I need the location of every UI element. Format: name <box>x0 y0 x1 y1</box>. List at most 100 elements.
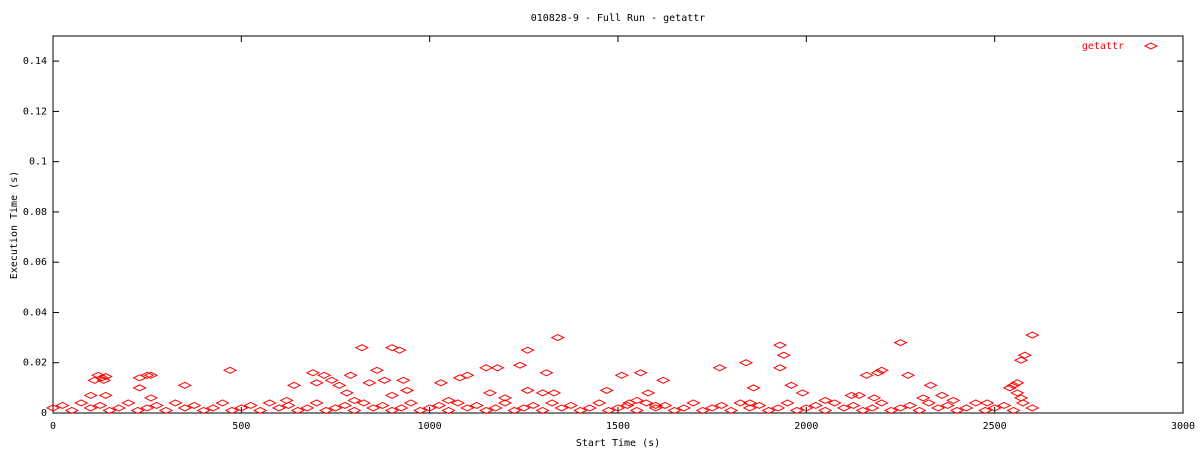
data-point <box>253 406 268 415</box>
x-tick-label: 0 <box>50 421 56 432</box>
data-point <box>149 401 164 410</box>
data-point <box>705 404 720 412</box>
y-tick-label: 0.08 <box>23 207 47 218</box>
x-tick-label: 2000 <box>794 421 818 432</box>
data-point <box>337 401 353 410</box>
data-point <box>433 379 449 387</box>
data-point <box>544 399 560 407</box>
data-point <box>1010 379 1025 387</box>
data-point <box>83 404 98 412</box>
x-tick-label: 1500 <box>606 421 630 432</box>
y-tick-label: 0.06 <box>23 257 47 268</box>
data-point <box>482 389 498 397</box>
data-point <box>582 404 597 412</box>
data-point <box>667 406 682 415</box>
data-point <box>599 386 614 394</box>
data-point <box>874 399 889 407</box>
data-point <box>177 404 192 412</box>
data-point <box>271 404 287 412</box>
data-point <box>1025 331 1040 339</box>
data-point <box>516 404 531 412</box>
data-point <box>262 399 277 407</box>
data-point <box>339 389 354 397</box>
data-point <box>900 371 916 379</box>
data-point <box>865 404 880 412</box>
data-point <box>98 372 113 381</box>
data-point <box>676 404 692 412</box>
data-point <box>656 376 671 384</box>
data-point <box>158 406 174 415</box>
legend-marker <box>1143 42 1159 50</box>
data-point <box>959 404 974 412</box>
data-point <box>526 401 541 410</box>
data-point <box>102 406 117 415</box>
data-point <box>1025 404 1040 412</box>
data-point <box>614 371 629 379</box>
data-point <box>633 369 648 377</box>
data-point <box>399 386 415 394</box>
data-point <box>818 406 833 415</box>
data-point <box>733 399 748 407</box>
data-point <box>300 404 315 412</box>
data-point <box>318 406 334 415</box>
data-point <box>846 401 861 410</box>
data-point <box>799 404 814 412</box>
data-point <box>354 344 369 352</box>
data-point <box>143 394 159 402</box>
data-point <box>111 404 127 412</box>
data-point <box>92 401 108 410</box>
data-point <box>187 401 202 410</box>
data-point <box>714 401 729 410</box>
data-point <box>332 381 347 389</box>
data-point <box>224 406 240 415</box>
data-point <box>1017 351 1032 359</box>
data-point <box>657 401 673 410</box>
data-point <box>520 346 535 354</box>
data-point <box>629 396 644 404</box>
y-tick-label: 0.1 <box>29 157 47 168</box>
data-point <box>946 396 961 404</box>
data-point <box>934 391 950 399</box>
data-point <box>546 389 562 397</box>
data-point <box>746 384 761 392</box>
x-tick-label: 500 <box>232 421 250 432</box>
data-point <box>535 406 550 415</box>
data-point <box>780 399 795 407</box>
data-point <box>844 391 859 399</box>
data-point <box>222 366 238 374</box>
data-point <box>362 379 377 387</box>
data-point <box>507 406 522 415</box>
data-point <box>610 404 626 412</box>
data-point <box>978 406 993 415</box>
data-point <box>550 334 565 342</box>
y-axis-label: Execution Time (s) <box>9 171 20 279</box>
data-point <box>770 404 786 412</box>
data-point <box>177 381 192 389</box>
data-point <box>403 399 418 407</box>
data-point <box>851 391 867 399</box>
data-point <box>573 406 588 415</box>
data-point <box>695 406 710 415</box>
y-tick-label: 0.12 <box>23 106 47 117</box>
data-point <box>723 406 739 415</box>
data-point <box>921 399 936 407</box>
data-point <box>490 364 505 372</box>
data-point <box>949 406 965 415</box>
data-point <box>772 364 788 372</box>
data-point <box>648 404 663 412</box>
data-point <box>855 406 870 415</box>
data-point <box>867 394 882 402</box>
data-point <box>98 391 113 399</box>
data-point <box>215 399 230 407</box>
y-tick-label: 0.02 <box>23 358 47 369</box>
data-point <box>520 386 535 394</box>
data-point <box>394 404 409 412</box>
data-point <box>384 406 400 415</box>
data-point <box>343 371 358 379</box>
data-point <box>196 406 211 415</box>
data-point <box>460 371 475 379</box>
data-point <box>883 406 899 415</box>
data-point <box>279 396 294 404</box>
x-tick-label: 1000 <box>418 421 442 432</box>
